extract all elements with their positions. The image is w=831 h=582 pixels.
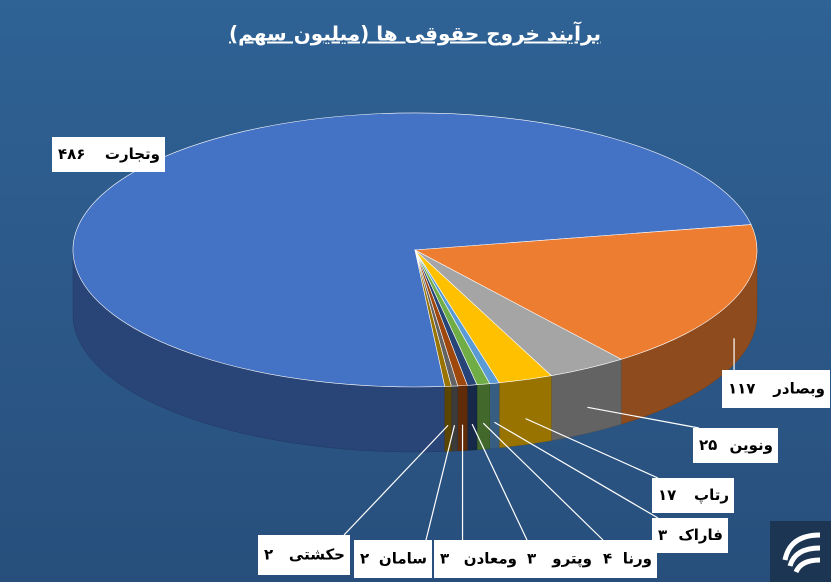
label-value: ۲	[360, 550, 369, 568]
leader-line	[425, 424, 456, 541]
slice	[413, 224, 758, 360]
label-value: ۱۱۷	[728, 380, 755, 398]
slice-wall	[467, 384, 478, 451]
leader-line	[525, 418, 659, 479]
slice	[414, 249, 452, 387]
label-value: ۳	[527, 550, 536, 568]
label-value: ۳	[658, 526, 667, 544]
slice-wall	[476, 383, 490, 451]
leader-line	[494, 421, 659, 519]
label-value: ۱۷	[658, 486, 676, 504]
label-value: ۴۸۶	[58, 145, 85, 163]
label-value: ۳	[440, 550, 449, 568]
label-box	[258, 535, 350, 575]
label-box	[693, 428, 778, 463]
slice-wall	[451, 385, 458, 452]
label-box	[722, 370, 830, 408]
label-name: ومعادن	[464, 550, 517, 568]
walls	[72, 249, 758, 453]
leader-line	[343, 424, 449, 536]
label-box	[652, 518, 728, 553]
label-name: حکشتی	[289, 546, 345, 564]
label-box	[521, 540, 597, 578]
slice-wall	[498, 375, 552, 449]
label-name: وپترو	[551, 550, 592, 569]
label-box	[652, 478, 734, 513]
leader-line	[471, 423, 528, 541]
label-name: ونوین	[730, 436, 774, 454]
label-value: ۲۵	[699, 436, 717, 454]
logo	[770, 521, 831, 582]
label-name: وتجارت	[105, 145, 160, 163]
leader-line	[482, 422, 604, 541]
tops	[72, 112, 758, 388]
data-labels: وتجارت ۴۸۶ وبصادر ۱۱۷ ونوین ۲۵ رتاپ ۱۷ فاراک ۳ ورن…	[52, 137, 830, 578]
leader-line	[587, 406, 700, 429]
label-box	[354, 540, 432, 578]
label-box	[434, 540, 522, 578]
chart-title: برآیند خروج حقوقی ها (میلیون سهم)	[229, 21, 601, 46]
label-box	[52, 137, 165, 172]
label-value: ۴	[603, 550, 612, 568]
slice-wall	[489, 382, 500, 449]
label-value: ۲	[264, 546, 273, 564]
label-name: فاراک	[678, 526, 723, 544]
label-name: ورنا	[623, 550, 652, 568]
label-name: سامان	[379, 550, 427, 568]
label-name: وبصادر	[772, 380, 825, 398]
label-name: رتاپ	[694, 486, 729, 504]
label-box	[597, 540, 657, 578]
